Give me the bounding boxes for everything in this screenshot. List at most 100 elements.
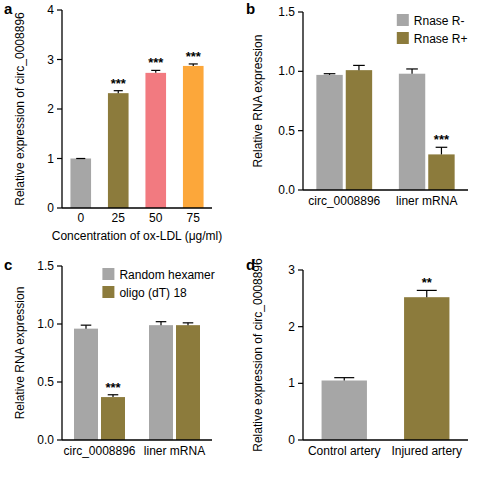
legend: Random hexamer oligo (dT) 18	[102, 268, 214, 300]
y-axis-label: Relative RNA expression	[251, 35, 265, 168]
legend-swatch	[102, 268, 114, 280]
bar	[70, 159, 91, 209]
y-axis-label: Relative expression of circ_0008896	[13, 12, 27, 206]
bars	[316, 65, 454, 190]
y-tick	[57, 59, 62, 60]
legend-label: oligo (dT) 18	[119, 286, 187, 300]
error-bar	[108, 395, 119, 397]
legend-swatch	[397, 32, 409, 44]
y-tick	[57, 323, 62, 324]
y-tick-label: 1.0	[278, 64, 295, 78]
bar	[145, 73, 166, 208]
bars	[74, 322, 200, 440]
bars	[70, 64, 203, 208]
y-axis-label: Relative RNA expression	[13, 287, 27, 420]
y-axis	[61, 266, 62, 440]
error-cap	[406, 68, 418, 69]
y-tick	[57, 265, 62, 266]
x-axis-label: Concentration of ox-LDL (μg/ml)	[52, 229, 223, 243]
error-bar	[114, 91, 123, 93]
error-cap	[334, 377, 354, 378]
y-tick	[298, 439, 303, 440]
annotations: ***	[105, 380, 121, 395]
error-bar	[353, 65, 365, 70]
x-tick-label: 50	[149, 211, 163, 225]
error-bar	[436, 147, 448, 154]
y-tick-label: 0.5	[278, 124, 295, 138]
significance: ***	[111, 76, 127, 91]
error-cap	[76, 158, 85, 159]
significance: ***	[105, 380, 121, 395]
error-bar	[76, 158, 85, 159]
y-tick-label: 0	[47, 201, 54, 215]
y-axis-label: Relative expression of circ_0008896	[251, 258, 265, 452]
x-tick-label: 75	[187, 211, 201, 225]
y-tick	[298, 269, 303, 270]
y-axis	[302, 270, 303, 440]
bar	[183, 66, 204, 208]
bar	[346, 70, 372, 190]
bar	[399, 74, 425, 190]
y-tick	[57, 9, 62, 10]
x-tick-label: Injured artery	[391, 444, 462, 458]
panel-d: d**0123Control arteryInjured arteryRelat…	[246, 256, 468, 458]
x-tick-label: Control artery	[308, 444, 381, 458]
error-line	[426, 290, 427, 297]
x-axis	[303, 189, 468, 190]
y-tick	[57, 108, 62, 109]
bar	[428, 154, 454, 190]
legend-label: Rnase R-	[414, 14, 465, 28]
bar	[176, 325, 200, 440]
significance: ***	[434, 132, 450, 147]
error-cap	[353, 65, 365, 66]
y-tick-label: 3	[288, 263, 295, 277]
y-tick	[298, 71, 303, 72]
significance: ***	[148, 55, 164, 70]
error-cap	[324, 73, 336, 74]
legend-label: Random hexamer	[119, 268, 214, 282]
y-tick	[298, 189, 303, 190]
x-axis	[62, 207, 212, 208]
y-tick	[57, 439, 62, 440]
bars	[322, 290, 450, 440]
x-axis	[303, 439, 468, 440]
significance: **	[422, 275, 433, 290]
panel-b: b***0.00.51.01.5circ_0008896liner mRNARe…	[246, 0, 468, 208]
y-tick-label: 0.0	[278, 183, 295, 197]
legend: Rnase R-Rnase R+	[397, 14, 468, 46]
bar	[322, 381, 367, 441]
figure: a*********012340255075Concentration of o…	[0, 0, 477, 500]
y-tick-label: 1.5	[37, 259, 54, 273]
error-line	[411, 69, 412, 74]
error-bar	[324, 74, 336, 75]
error-cap	[81, 325, 92, 326]
x-axis	[62, 439, 212, 440]
y-tick-label: 1	[288, 376, 295, 390]
error-bar	[156, 322, 167, 325]
panel-letter: b	[246, 0, 255, 17]
y-tick	[57, 158, 62, 159]
y-tick	[298, 11, 303, 12]
y-tick-label: 1.5	[278, 5, 295, 19]
y-tick-label: 0.0	[37, 433, 54, 447]
y-tick	[57, 207, 62, 208]
x-tick-label: liner mRNA	[396, 194, 457, 208]
y-tick-label: 4	[47, 3, 54, 17]
panel-letter: a	[4, 0, 13, 17]
y-tick	[298, 326, 303, 327]
y-tick-label: 2	[288, 320, 295, 334]
bar	[404, 297, 449, 440]
bar	[149, 325, 173, 440]
error-bar	[183, 323, 194, 325]
error-bar	[151, 70, 160, 72]
bar	[316, 75, 342, 190]
bar	[108, 93, 129, 208]
y-tick	[298, 383, 303, 384]
error-cap	[156, 321, 167, 322]
panel-c: c***0.00.51.01.5circ_0008896liner mRNARe…	[4, 256, 215, 458]
x-tick-label: circ_0008896	[63, 444, 135, 458]
y-tick	[57, 381, 62, 382]
y-tick-label: 1	[47, 152, 54, 166]
legend-swatch	[397, 14, 409, 26]
annotations: ***	[434, 132, 450, 147]
